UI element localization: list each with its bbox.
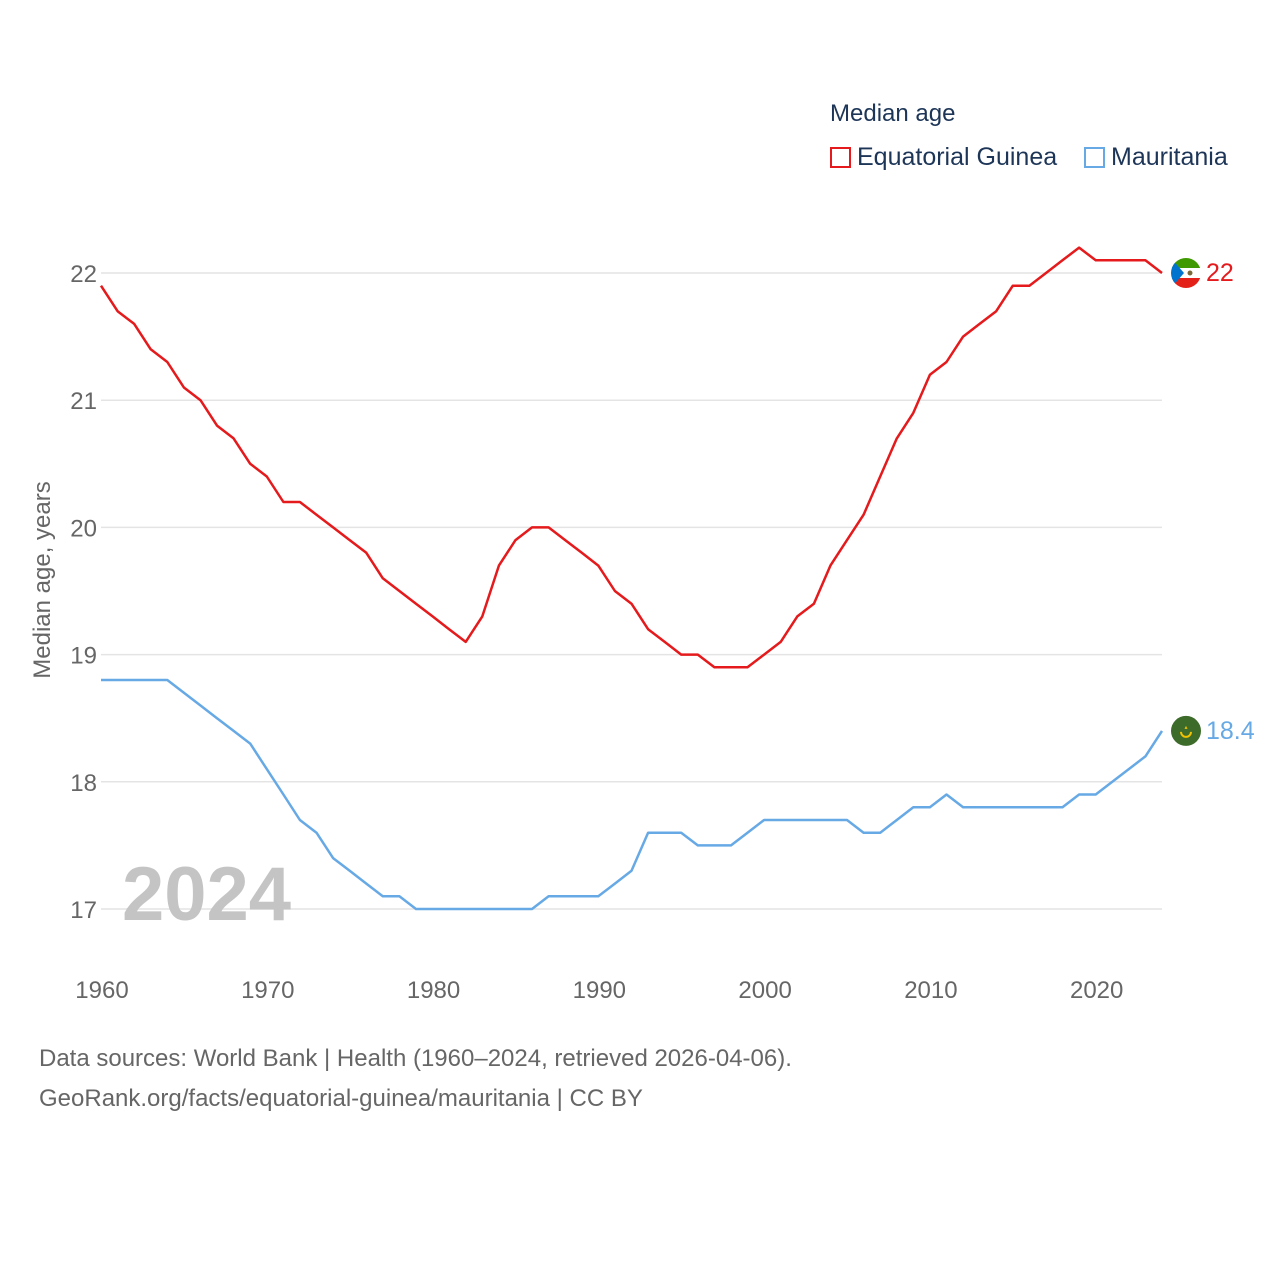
- x-tick-label: 1980: [407, 977, 460, 1004]
- series-line-equatorial-guinea[interactable]: [99, 246, 1163, 669]
- x-tick-label: 2000: [738, 977, 791, 1004]
- end-value-label: 18.4: [1206, 717, 1255, 745]
- y-tick-label: 18: [70, 770, 97, 797]
- gridlines: [101, 272, 1162, 910]
- y-tick-label: 21: [70, 388, 97, 415]
- y-axis-ticks: 17 18 19 20 21 22: [70, 261, 97, 924]
- series-lines: [99, 246, 1164, 911]
- source-line-2[interactable]: GeoRank.org/facts/equatorial-guinea/maur…: [39, 1085, 643, 1112]
- y-tick-label: 20: [70, 515, 97, 542]
- flag-icon-equatorial-guinea: [1171, 258, 1201, 288]
- x-axis-ticks: 1960 1970 1980 1990 2000 2010 2020: [75, 977, 1123, 1004]
- y-tick-label: 17: [70, 897, 97, 924]
- x-tick-label: 1990: [573, 977, 626, 1004]
- source-line-1: Data sources: World Bank | Health (1960–…: [39, 1045, 792, 1072]
- end-value-label: 22: [1206, 259, 1234, 287]
- x-tick-label: 2020: [1070, 977, 1123, 1004]
- year-watermark: 2024: [122, 852, 291, 937]
- y-tick-label: 19: [70, 643, 97, 670]
- x-tick-label: 1960: [75, 977, 128, 1004]
- end-markers: 22 18.4: [1171, 258, 1255, 746]
- legend-swatch-equatorial-guinea: [830, 147, 851, 168]
- x-tick-label: 2010: [904, 977, 957, 1004]
- flag-icon-mauritania: [1171, 715, 1201, 746]
- legend-title: Median age: [830, 100, 956, 127]
- legend-swatch-mauritania: [1084, 147, 1105, 168]
- legend-item-equatorial-guinea[interactable]: Equatorial Guinea: [830, 143, 1057, 172]
- series-line-mauritania[interactable]: [101, 678, 1164, 911]
- y-tick-label: 22: [70, 261, 97, 288]
- legend-label-equatorial-guinea: Equatorial Guinea: [857, 143, 1058, 171]
- legend-item-mauritania[interactable]: Mauritania: [1084, 143, 1228, 172]
- y-axis-label: Median age, years: [29, 481, 56, 678]
- legend-label-mauritania: Mauritania: [1111, 143, 1228, 171]
- x-tick-label: 1970: [241, 977, 294, 1004]
